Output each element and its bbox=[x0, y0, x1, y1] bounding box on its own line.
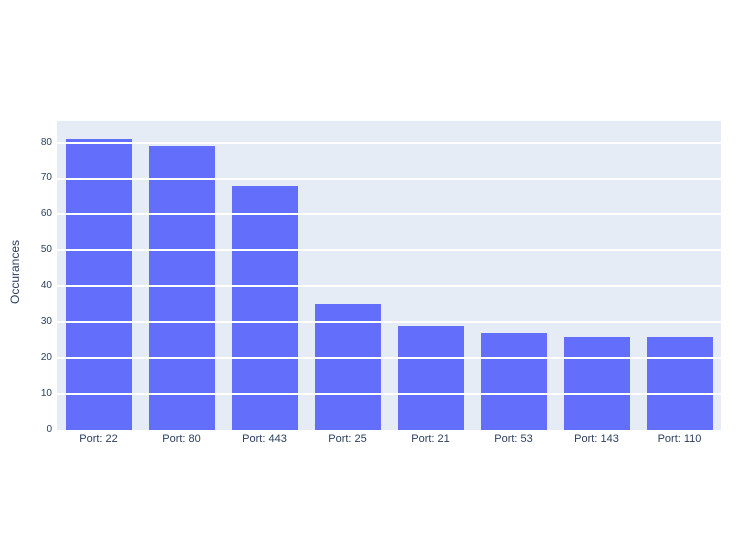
gridline bbox=[57, 393, 721, 396]
y-tick-label: 0 bbox=[46, 424, 52, 435]
gridline bbox=[57, 249, 721, 252]
bar[interactable] bbox=[314, 304, 381, 430]
x-tick-label: Port: 143 bbox=[574, 433, 619, 445]
bar-band bbox=[306, 121, 389, 430]
gridline bbox=[57, 177, 721, 180]
bar-band bbox=[223, 121, 306, 430]
plot-area[interactable] bbox=[57, 121, 721, 430]
bar[interactable] bbox=[646, 336, 713, 430]
bar-band bbox=[472, 121, 555, 430]
gridline bbox=[57, 285, 721, 288]
gridline bbox=[57, 357, 721, 360]
x-tick-label: Port: 53 bbox=[494, 433, 533, 445]
x-tick-label: Port: 80 bbox=[162, 433, 201, 445]
bar-band bbox=[555, 121, 638, 430]
y-tick-label: 70 bbox=[40, 172, 52, 184]
bar-band bbox=[638, 121, 721, 430]
bar-band bbox=[389, 121, 472, 430]
x-tick-label: Port: 21 bbox=[411, 433, 450, 445]
gridline bbox=[57, 321, 721, 324]
bar[interactable] bbox=[231, 185, 298, 430]
y-tick-label: 80 bbox=[40, 136, 52, 148]
bar-band bbox=[57, 121, 140, 430]
bar[interactable] bbox=[397, 325, 464, 430]
gridline bbox=[57, 141, 721, 144]
x-tick-label: Port: 443 bbox=[242, 433, 287, 445]
y-tick-label: 20 bbox=[40, 352, 52, 364]
y-tick-label: 40 bbox=[40, 280, 52, 292]
bar[interactable] bbox=[480, 333, 547, 430]
x-tick-label: Port: 22 bbox=[79, 433, 118, 445]
bar[interactable] bbox=[563, 336, 630, 430]
y-tick-label: 60 bbox=[40, 208, 52, 220]
x-tick-label: Port: 25 bbox=[328, 433, 367, 445]
bar[interactable] bbox=[65, 138, 132, 430]
x-tick-label: Port: 110 bbox=[657, 433, 702, 445]
bar-series bbox=[57, 121, 721, 430]
bar[interactable] bbox=[148, 146, 215, 430]
gridline bbox=[57, 213, 721, 216]
bar-band bbox=[140, 121, 223, 430]
y-tick-label: 10 bbox=[40, 388, 52, 400]
y-tick-label: 30 bbox=[40, 316, 52, 328]
y-tick-label: 50 bbox=[40, 244, 52, 256]
